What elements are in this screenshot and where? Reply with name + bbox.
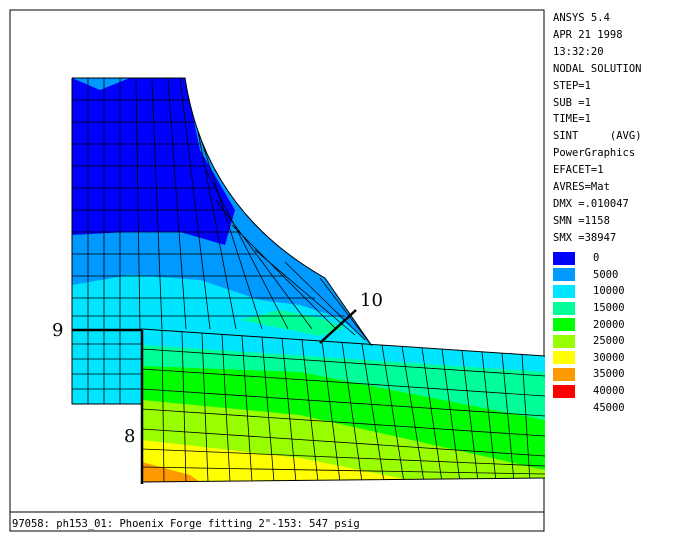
info-efacet: EFACET=1 bbox=[553, 164, 604, 177]
info-quantity-row: SINT (AVG) bbox=[553, 128, 642, 145]
info-solution: NODAL SOLUTION bbox=[553, 62, 642, 75]
path-label-8: 8 bbox=[124, 426, 135, 447]
path-label-9: 9 bbox=[52, 320, 63, 341]
info-smx: SMX =38947 bbox=[553, 231, 617, 244]
info-time: 13:32:20 bbox=[553, 45, 604, 58]
info-smn: SMN =1158 bbox=[553, 214, 610, 227]
info-graphics: PowerGraphics bbox=[553, 147, 636, 160]
contour-legend: 0 5000 10000 15000 20000 25000 30000 35000 40000… bbox=[553, 250, 625, 416]
legend-row: 35000 bbox=[553, 366, 625, 383]
legend-label: 15000 bbox=[593, 302, 625, 315]
info-software: ANSYS 5.4 bbox=[553, 12, 610, 24]
info-panel: ANSYS 5.4 APR 21 1998 13:32:20 NODAL SOLUTI… bbox=[553, 10, 642, 247]
info-sub: SUB =1 bbox=[553, 96, 591, 109]
info-time-value: TIME=1 bbox=[553, 113, 591, 126]
legend-label: 10000 bbox=[593, 285, 625, 298]
legend-swatch bbox=[553, 251, 575, 265]
legend-label: 5000 bbox=[593, 268, 619, 281]
info-averaging: (AVG) bbox=[609, 130, 642, 143]
legend-label: 40000 bbox=[593, 385, 625, 398]
legend-row: 45000 bbox=[553, 399, 625, 416]
caption-frame bbox=[9, 511, 545, 532]
legend-label: 45000 bbox=[593, 401, 625, 414]
legend-label: 20000 bbox=[593, 318, 625, 331]
legend-row: 30000 bbox=[553, 350, 625, 367]
info-avres: AVRES=Mat bbox=[553, 181, 610, 194]
legend-row: 25000 bbox=[553, 333, 625, 350]
legend-label: 30000 bbox=[593, 351, 625, 364]
legend-swatch bbox=[553, 351, 575, 365]
path-label-10: 10 bbox=[360, 290, 383, 311]
legend-row: 20000 bbox=[553, 316, 625, 333]
path-line-10 bbox=[319, 309, 357, 344]
info-quantity: SINT bbox=[553, 130, 579, 143]
info-step: STEP=1 bbox=[553, 79, 591, 92]
model-outline bbox=[71, 77, 546, 483]
legend-swatch bbox=[553, 367, 575, 381]
legend-label: 35000 bbox=[593, 368, 625, 381]
legend-swatch bbox=[553, 334, 575, 348]
info-date: APR 21 1998 bbox=[553, 28, 623, 41]
legend-swatch bbox=[553, 384, 575, 398]
legend-label: 0 bbox=[593, 252, 600, 265]
legend-row: 40000 bbox=[553, 383, 625, 400]
legend-swatch bbox=[553, 301, 575, 315]
legend-row: 0 bbox=[553, 250, 625, 267]
plot-caption: 97058: ph153_01: Phoenix Forge fitting 2… bbox=[12, 518, 360, 530]
info-dmx: DMX =.010047 bbox=[553, 197, 629, 210]
legend-swatch bbox=[553, 268, 575, 282]
legend-label: 25000 bbox=[593, 335, 625, 348]
pipe-region bbox=[142, 329, 545, 482]
legend-row: 10000 bbox=[553, 283, 625, 300]
legend-swatch bbox=[553, 284, 575, 298]
legend-swatch bbox=[553, 318, 575, 332]
legend-row: 5000 bbox=[553, 267, 625, 284]
stub-region bbox=[72, 329, 142, 404]
legend-swatch bbox=[553, 401, 575, 414]
legend-row: 15000 bbox=[553, 300, 625, 317]
